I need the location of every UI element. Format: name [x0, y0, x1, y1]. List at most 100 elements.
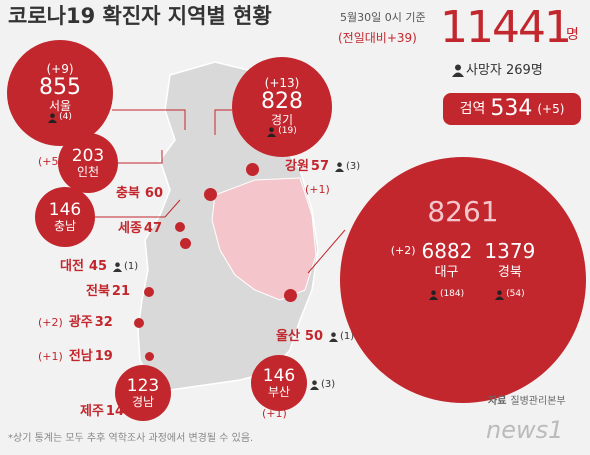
- incheon-change: (+5): [38, 155, 63, 168]
- deaths: (54): [495, 289, 525, 301]
- name: 세종: [118, 221, 142, 236]
- change: (+1): [38, 350, 63, 363]
- gangwon-label: 강원 57 (3): [285, 160, 360, 173]
- value: 21: [111, 284, 131, 299]
- gangwon-dot: [246, 163, 259, 176]
- quarantine-value: 534: [490, 96, 533, 121]
- person-icon: [329, 331, 339, 342]
- name: 부산: [267, 384, 291, 399]
- name: 제주: [80, 404, 104, 419]
- deaths: 사망자 269명: [452, 64, 543, 77]
- gwangju-label: (+2) 광주 32: [38, 316, 113, 329]
- change: (+2): [38, 316, 63, 329]
- jeju-label: 제주 14: [80, 405, 124, 418]
- value: 57: [310, 159, 330, 174]
- name: 전북: [86, 284, 110, 299]
- busan-change: (+1): [262, 407, 287, 420]
- person-icon: [310, 380, 319, 390]
- deaths-text: (3): [321, 379, 336, 390]
- name: 인천: [76, 164, 100, 179]
- jeonbuk-label: 전북 21: [86, 285, 130, 298]
- source: 자료 질병관리본부: [488, 397, 566, 407]
- total: 11441: [440, 2, 572, 53]
- deaths: (4): [48, 112, 72, 124]
- deaths-text: (184): [439, 289, 465, 300]
- person-icon: [335, 161, 345, 172]
- value: 123: [126, 376, 160, 397]
- name: 충남: [53, 218, 77, 233]
- busan-deaths: (3): [310, 380, 335, 390]
- name: 경남: [131, 394, 155, 409]
- name: 서울: [48, 99, 72, 114]
- name: 울산: [276, 329, 300, 344]
- value: 146: [48, 200, 82, 221]
- date: 5월30일 0시 기준: [340, 11, 426, 24]
- seoul-circle: (+9) 855 서울 (4): [7, 40, 113, 146]
- ulsan-dot: [284, 289, 297, 302]
- gyeonggi-circle: (+13) 828 경기 (19): [232, 57, 332, 157]
- deaths-text: 사망자 269명: [466, 63, 543, 78]
- value: 203: [71, 146, 105, 167]
- value: 855: [39, 74, 81, 100]
- person-icon: [113, 261, 123, 272]
- gwangju-dot: [134, 318, 144, 328]
- person-icon: [452, 64, 464, 77]
- value: 45: [88, 259, 108, 274]
- value: 828: [261, 88, 303, 114]
- value: 6882: [421, 238, 473, 263]
- quarantine-change: (+5): [537, 102, 565, 116]
- value: 50: [304, 329, 324, 344]
- jeonnam-dot: [145, 352, 154, 361]
- name: 대전: [60, 259, 84, 274]
- source-text: 질병관리본부: [510, 396, 566, 407]
- deaths: (184): [428, 289, 465, 301]
- chungbuk-dot: [204, 188, 217, 201]
- ulsan-label: 울산 50 (1): [276, 330, 354, 343]
- deaths-text: (3): [346, 160, 361, 172]
- deaths-text: (54): [506, 289, 525, 300]
- name: 강원: [285, 159, 309, 174]
- person-icon: [428, 290, 438, 301]
- leader-lines: [95, 109, 346, 274]
- gyeongnam-circle: 123 경남: [115, 365, 171, 421]
- deaths-text: (19): [278, 126, 297, 137]
- daejeon-dot: [180, 238, 191, 249]
- split: (+2) 6882 대구 (184) 1379 경북 (54): [390, 238, 535, 301]
- logo: news1: [486, 416, 564, 444]
- daejeon-label: 대전 45 (1): [60, 260, 138, 273]
- total-unit: 명: [566, 27, 579, 43]
- person-icon: [48, 113, 58, 124]
- sejong-label: 세종 47: [118, 222, 162, 235]
- change: (+2): [390, 243, 416, 257]
- quarantine-box: 검역 534 (+5): [443, 93, 581, 125]
- value: 47: [143, 221, 163, 236]
- gangwon-change: (+1): [305, 183, 330, 196]
- sejong-dot: [175, 222, 185, 232]
- title: 코로나19 확진자 지역별 현황: [8, 4, 272, 28]
- name: 경기: [270, 113, 294, 128]
- daily-change: (전일대비+39): [338, 31, 417, 45]
- person-icon: [267, 127, 277, 138]
- value: 14: [105, 404, 125, 419]
- daegu: (+2) 6882 대구 (184): [390, 238, 473, 301]
- jeonnam-label: (+1) 전남 19: [38, 350, 113, 363]
- name: 광주: [68, 315, 93, 330]
- change: (+9): [46, 61, 74, 76]
- name: 충북: [116, 186, 140, 201]
- name: 대구: [434, 264, 459, 280]
- deaths-text: (4): [59, 112, 72, 123]
- value: 60: [144, 186, 164, 201]
- chungnam-circle: 146 충남: [35, 187, 95, 247]
- daegu-gyeongbuk-circle: 8261 (+2) 6882 대구 (184) 1379 경북 (54): [340, 157, 586, 403]
- person-icon: [495, 290, 505, 301]
- quarantine-label: 검역: [459, 101, 486, 117]
- footnote: *상기 통계는 모두 추후 역학조사 과정에서 변경될 수 있음.: [8, 433, 254, 444]
- jeju-dot: [146, 408, 154, 416]
- value: 146: [262, 366, 296, 387]
- value: 19: [94, 349, 113, 364]
- deaths-text: (1): [340, 330, 355, 342]
- deaths: (19): [267, 126, 297, 138]
- daegu-gyeongbuk-total: 8261: [427, 195, 499, 228]
- name: 전남: [68, 349, 93, 364]
- name: 경북: [497, 264, 522, 280]
